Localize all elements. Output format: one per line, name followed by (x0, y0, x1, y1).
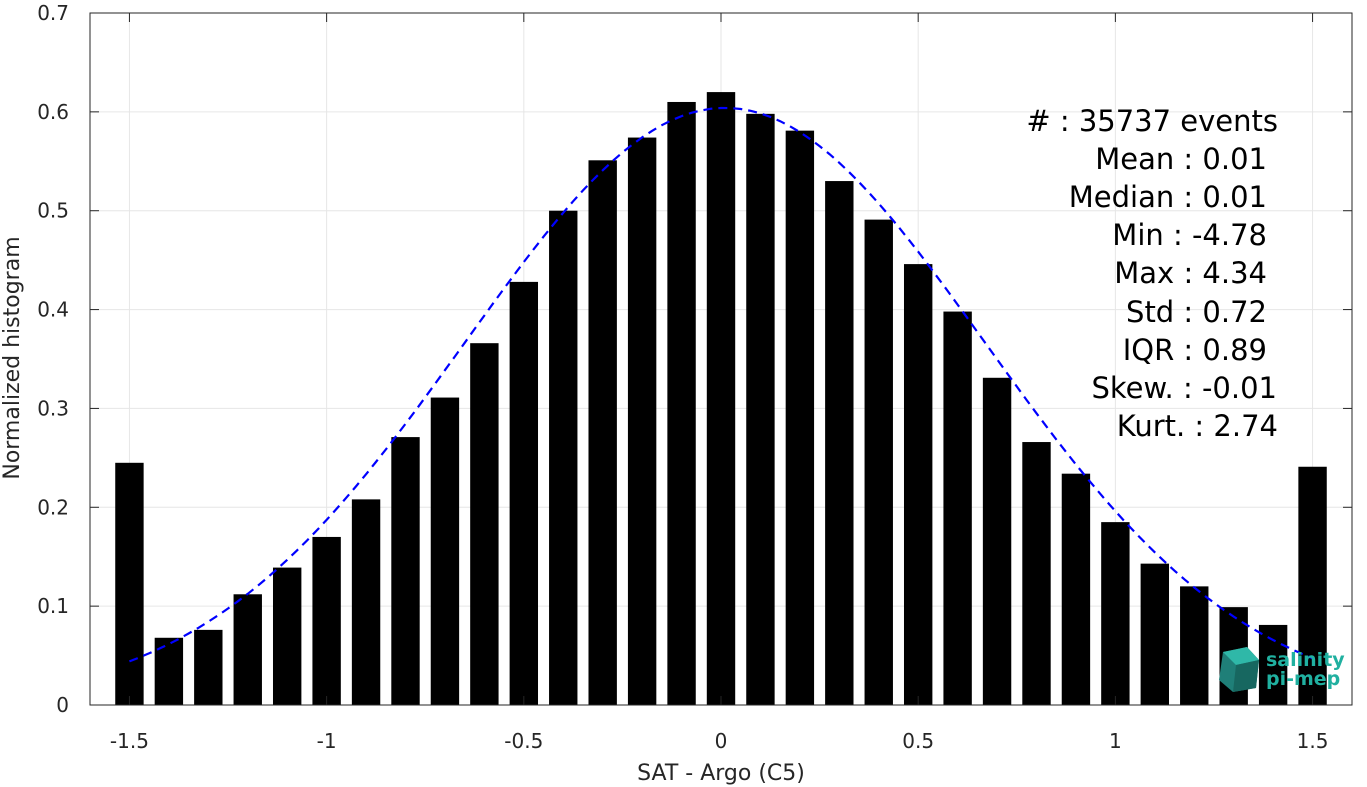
stat-events: # : 35737 events (1026, 104, 1278, 138)
histogram-bar (1140, 563, 1170, 705)
stat-skew: Skew. : -0.01 (1091, 371, 1277, 405)
histogram-bar (1022, 442, 1051, 705)
histogram-bar (746, 113, 775, 705)
histogram-bar (233, 594, 262, 705)
histogram-bar (1298, 466, 1327, 705)
y-tick-label: 0.1 (37, 594, 69, 618)
histogram-bar (982, 377, 1012, 705)
histogram-bar (667, 101, 696, 705)
x-tick-label: -1.5 (110, 729, 149, 753)
x-tick-label: -0.5 (504, 729, 543, 753)
stat-iqr: IQR : 0.89 (1123, 333, 1267, 367)
axis-ticks: -1.5 -1 -0.5 0 0.5 1 1.5 0 0.1 0.2 0.3 0.4 0.5 0.6 0.7 (37, 1, 1352, 753)
histogram-bar (943, 311, 972, 705)
x-tick-label: -1 (317, 729, 337, 753)
logo-line1: salinity (1266, 649, 1345, 671)
stat-min: Min : -4.78 (1112, 218, 1267, 252)
x-tick-label: 1.5 (1297, 729, 1329, 753)
histogram-bar (785, 130, 815, 705)
y-tick-label: 0.2 (37, 495, 69, 519)
histogram-bar (549, 210, 578, 705)
histogram-bar (194, 629, 223, 705)
x-axis-label: SAT - Argo (C5) (637, 761, 805, 786)
histogram-bar (588, 160, 617, 706)
salinity-pimep-logo: salinity pi-mep (1219, 647, 1345, 692)
histogram-bar (115, 462, 144, 705)
histogram-bar (272, 567, 302, 705)
x-tick-label: 0.5 (902, 729, 934, 753)
histogram-bar (312, 536, 341, 705)
bars (115, 92, 1327, 706)
logo-cube-icon (1219, 647, 1259, 692)
histogram-bar (470, 343, 499, 705)
histogram-bar (864, 219, 893, 705)
y-tick-label: 0.7 (37, 1, 69, 25)
histogram-bar (706, 92, 736, 706)
histogram-bar (903, 264, 933, 705)
stat-mean: Mean : 0.01 (1095, 142, 1267, 176)
logo-line2: pi-mep (1266, 668, 1340, 690)
histogram-bar (430, 397, 460, 705)
y-axis-label: Normalized histogram (0, 236, 25, 479)
histogram-bar (1061, 473, 1091, 705)
y-tick-label: 0 (56, 693, 69, 717)
histogram-bar (1180, 586, 1209, 705)
histogram-bar (509, 281, 539, 705)
stat-median: Median : 0.01 (1069, 180, 1267, 214)
histogram-bar (351, 499, 381, 705)
histogram-bar (391, 437, 420, 705)
gaussian-fit-line (128, 106, 1314, 663)
stat-max: Max : 4.34 (1114, 256, 1267, 290)
stat-std: Std : 0.72 (1126, 295, 1267, 329)
y-tick-label: 0.6 (37, 100, 69, 124)
stat-kurt: Kurt. : 2.74 (1117, 409, 1278, 443)
stats-box: # : 35737 events Mean : 0.01 Median : 0.… (1026, 104, 1278, 443)
y-tick-label: 0.4 (37, 298, 69, 322)
histogram-bar (825, 181, 854, 706)
histogram-bar (1101, 522, 1130, 705)
x-tick-label: 0 (715, 729, 728, 753)
y-tick-label: 0.5 (37, 199, 69, 223)
y-tick-label: 0.3 (37, 396, 69, 420)
histogram-bar (1258, 624, 1288, 705)
histogram-bar (627, 137, 657, 705)
x-tick-label: 1 (1109, 729, 1122, 753)
